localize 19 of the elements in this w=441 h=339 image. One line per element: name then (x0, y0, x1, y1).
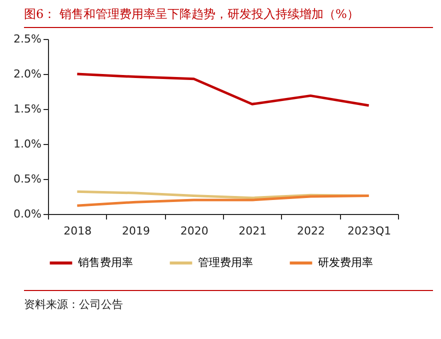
x-tick-label: 2018 (64, 224, 92, 238)
legend-label: 销售费用率 (77, 256, 133, 269)
x-tick-label: 2019 (122, 224, 150, 238)
x-tick-label: 2020 (180, 224, 208, 238)
x-tick-label: 2023Q1 (348, 224, 392, 238)
line-series (76, 194, 370, 207)
x-tick-label: 2022 (297, 224, 325, 238)
y-tick-label: 1.0% (14, 138, 42, 150)
chart-title: 图6： 销售和管理费用率呈下降趋势，研发投入持续增加（%） (24, 0, 433, 28)
y-tick-label: 2.0% (14, 68, 42, 80)
text: 资料来源：公司公告 (24, 290, 433, 312)
y-tick-label: 0.5% (14, 172, 42, 186)
y-tick-label: 0.0% (14, 208, 42, 220)
legend-label: 研发费用率 (318, 256, 373, 269)
y-tick-label: 2.5% (14, 32, 42, 46)
legend-label: 管理费用率 (198, 256, 253, 269)
x-tick-label: 2021 (238, 224, 267, 238)
line-series (76, 72, 370, 107)
y-tick-label: 1.5% (14, 102, 42, 116)
